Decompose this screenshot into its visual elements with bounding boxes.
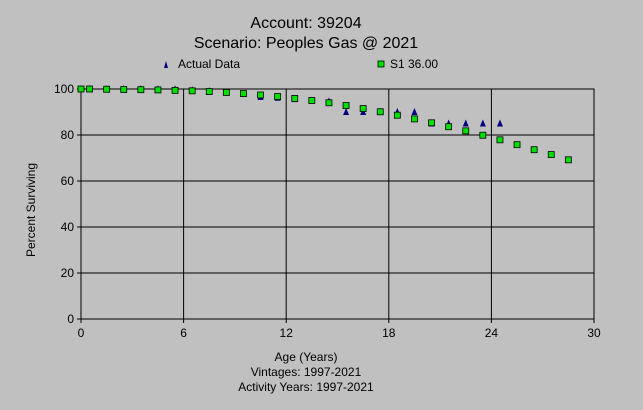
s1-curve-point [325, 99, 333, 107]
actual-data-point [411, 108, 418, 115]
s1-curve-point [547, 151, 555, 158]
x-tick-label: 18 [382, 326, 396, 340]
s1-curve-point [171, 86, 179, 94]
actual-data-point [462, 119, 469, 127]
actual-data-point [479, 119, 486, 127]
actual-data-point [496, 119, 503, 127]
y-tick-label: 40 [61, 220, 75, 234]
s1-curve-point [86, 85, 93, 93]
legend-s1-marker [377, 60, 385, 68]
s1-curve-point [479, 131, 487, 139]
s1-curve-point [205, 88, 213, 95]
legend-actual-marker [164, 61, 168, 68]
s1-curve-point [77, 85, 85, 93]
s1-curve-point [359, 105, 367, 112]
y-tick-label: 60 [61, 174, 75, 188]
footnote-activity-years: Activity Years: 1997-2021 [238, 380, 374, 394]
actual-data-point [343, 108, 350, 115]
s1-curve-point [428, 119, 435, 127]
s1-curve-point [291, 95, 299, 102]
y-tick-label: 100 [54, 82, 74, 96]
s1-curve-point [411, 115, 418, 123]
s1-curve-point [530, 146, 538, 154]
x-tick-label: 30 [587, 326, 601, 340]
s1-curve-point [274, 93, 282, 100]
s1-curve-point [342, 102, 350, 109]
x-axis-ticks: 0 6 12 18 24 30 [78, 319, 601, 340]
chart-subtitle: Scenario: Peoples Gas @ 2021 [194, 35, 418, 52]
y-axis-label: Percent Surviving [24, 163, 38, 257]
s1-curve-point [188, 87, 196, 95]
s1-curve-point [222, 89, 230, 96]
s1-curve-point [257, 91, 264, 99]
footnote-vintages: Vintages: 1997-2021 [251, 365, 362, 379]
s1-curve-point [154, 86, 162, 94]
x-tick-label: 6 [180, 326, 187, 340]
s1-curve-point [564, 156, 572, 164]
y-tick-label: 80 [61, 128, 75, 142]
plot-frame [80, 88, 595, 320]
y-axis-ticks: 0 20 40 60 80 100 [54, 82, 81, 326]
s1-curve-point [393, 111, 401, 119]
s1-curve-point [462, 127, 470, 135]
x-tick-label: 0 [78, 326, 85, 340]
s1-curve-point [513, 141, 521, 149]
plot-grid [80, 88, 595, 320]
s1-curve-point [308, 97, 316, 104]
s1-curve-point [137, 86, 145, 94]
x-tick-label: 12 [280, 326, 294, 340]
legend-s1-label: S1 36.00 [390, 57, 438, 71]
s1-curve-point [496, 136, 504, 144]
legend-actual-label: Actual Data [178, 57, 240, 71]
y-tick-label: 0 [67, 312, 74, 326]
x-axis-label: Age (Years) [275, 350, 338, 364]
chart-title: Account: 39204 [250, 15, 361, 32]
s1-curve-point [376, 108, 384, 116]
y-tick-label: 20 [61, 266, 75, 280]
series-s1-curve [77, 85, 572, 164]
x-tick-label: 24 [485, 326, 499, 340]
s1-curve-point [240, 90, 247, 97]
s1-curve-point [445, 123, 453, 131]
s1-curve-point [120, 86, 128, 93]
s1-curve-point [103, 85, 111, 93]
